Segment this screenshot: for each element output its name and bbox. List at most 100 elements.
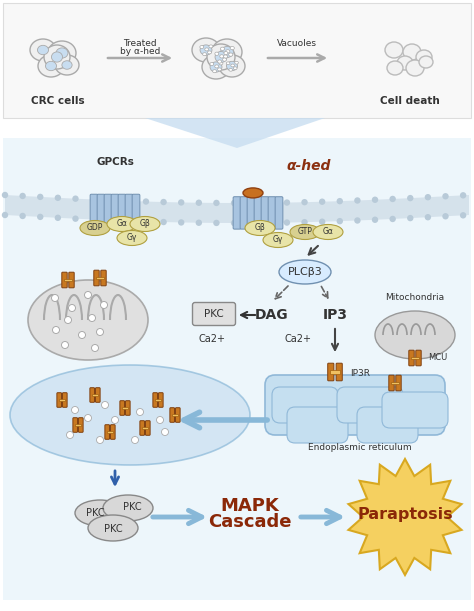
FancyBboxPatch shape bbox=[142, 426, 148, 430]
FancyBboxPatch shape bbox=[140, 421, 145, 435]
Ellipse shape bbox=[210, 62, 214, 65]
Polygon shape bbox=[5, 195, 469, 223]
Ellipse shape bbox=[220, 55, 224, 58]
Circle shape bbox=[37, 214, 44, 220]
Circle shape bbox=[108, 217, 114, 224]
FancyBboxPatch shape bbox=[57, 393, 62, 408]
Circle shape bbox=[19, 213, 26, 219]
Circle shape bbox=[248, 220, 255, 226]
Text: PKC: PKC bbox=[123, 502, 141, 512]
Ellipse shape bbox=[44, 45, 70, 69]
FancyBboxPatch shape bbox=[233, 197, 241, 229]
FancyBboxPatch shape bbox=[75, 423, 81, 426]
FancyBboxPatch shape bbox=[105, 425, 109, 439]
FancyBboxPatch shape bbox=[240, 197, 248, 229]
Text: Gβ: Gβ bbox=[140, 219, 150, 229]
Ellipse shape bbox=[219, 62, 223, 65]
Ellipse shape bbox=[88, 515, 138, 541]
Ellipse shape bbox=[48, 41, 76, 65]
Circle shape bbox=[301, 219, 308, 225]
Text: PKC: PKC bbox=[86, 508, 104, 518]
Circle shape bbox=[53, 326, 60, 334]
Ellipse shape bbox=[385, 42, 403, 58]
Text: Treated: Treated bbox=[123, 39, 157, 48]
Ellipse shape bbox=[103, 495, 153, 521]
Ellipse shape bbox=[28, 280, 148, 360]
Circle shape bbox=[266, 219, 273, 226]
Text: IP3R: IP3R bbox=[350, 368, 370, 378]
Ellipse shape bbox=[117, 230, 147, 246]
FancyBboxPatch shape bbox=[382, 392, 448, 428]
Circle shape bbox=[72, 216, 79, 222]
Circle shape bbox=[248, 200, 255, 206]
Text: IP3: IP3 bbox=[322, 308, 347, 322]
FancyBboxPatch shape bbox=[158, 393, 163, 408]
Text: GTP: GTP bbox=[298, 227, 312, 236]
Text: by α-hed: by α-hed bbox=[120, 47, 160, 56]
Ellipse shape bbox=[222, 58, 227, 61]
Text: Gγ: Gγ bbox=[127, 233, 137, 243]
FancyBboxPatch shape bbox=[125, 194, 133, 227]
FancyBboxPatch shape bbox=[110, 425, 115, 439]
Circle shape bbox=[162, 428, 168, 436]
Ellipse shape bbox=[226, 49, 230, 53]
FancyBboxPatch shape bbox=[107, 431, 113, 433]
Text: Mitochondria: Mitochondria bbox=[385, 293, 445, 302]
Circle shape bbox=[231, 220, 237, 226]
Circle shape bbox=[390, 196, 396, 202]
FancyBboxPatch shape bbox=[118, 194, 126, 227]
FancyBboxPatch shape bbox=[396, 375, 401, 391]
Ellipse shape bbox=[215, 52, 219, 56]
Ellipse shape bbox=[205, 48, 209, 51]
Ellipse shape bbox=[107, 216, 137, 232]
FancyBboxPatch shape bbox=[175, 408, 180, 422]
Circle shape bbox=[337, 198, 343, 204]
Circle shape bbox=[62, 342, 69, 348]
Ellipse shape bbox=[231, 64, 235, 67]
Ellipse shape bbox=[46, 61, 56, 71]
FancyBboxPatch shape bbox=[111, 194, 119, 227]
Text: Cell death: Cell death bbox=[380, 96, 440, 106]
Ellipse shape bbox=[245, 221, 275, 235]
Circle shape bbox=[301, 199, 308, 205]
FancyBboxPatch shape bbox=[73, 418, 78, 433]
FancyBboxPatch shape bbox=[261, 197, 269, 229]
Circle shape bbox=[407, 195, 413, 201]
FancyBboxPatch shape bbox=[275, 197, 283, 229]
Text: DAG: DAG bbox=[255, 308, 289, 322]
FancyBboxPatch shape bbox=[416, 350, 421, 366]
Circle shape bbox=[160, 219, 167, 225]
Text: Vacuoles: Vacuoles bbox=[277, 39, 317, 48]
Ellipse shape bbox=[56, 48, 68, 58]
Circle shape bbox=[111, 417, 118, 423]
FancyBboxPatch shape bbox=[170, 408, 174, 422]
Ellipse shape bbox=[207, 44, 235, 70]
Circle shape bbox=[131, 436, 138, 444]
Ellipse shape bbox=[229, 68, 233, 71]
Ellipse shape bbox=[228, 53, 233, 56]
Ellipse shape bbox=[406, 60, 424, 76]
Ellipse shape bbox=[375, 311, 455, 359]
Circle shape bbox=[354, 197, 361, 203]
Circle shape bbox=[69, 304, 75, 312]
Ellipse shape bbox=[192, 38, 220, 62]
Ellipse shape bbox=[75, 500, 125, 526]
Text: PKC: PKC bbox=[204, 309, 224, 319]
Text: Gα: Gα bbox=[323, 227, 333, 236]
Ellipse shape bbox=[220, 47, 225, 50]
Ellipse shape bbox=[397, 56, 413, 70]
FancyBboxPatch shape bbox=[247, 197, 255, 229]
Ellipse shape bbox=[10, 365, 250, 465]
FancyBboxPatch shape bbox=[90, 388, 94, 402]
Circle shape bbox=[372, 216, 378, 223]
Ellipse shape bbox=[419, 56, 433, 68]
Circle shape bbox=[52, 295, 58, 301]
Circle shape bbox=[97, 329, 103, 335]
Circle shape bbox=[84, 291, 91, 299]
Ellipse shape bbox=[62, 60, 72, 69]
Circle shape bbox=[55, 214, 61, 221]
Circle shape bbox=[213, 200, 219, 206]
Ellipse shape bbox=[220, 46, 233, 57]
Polygon shape bbox=[145, 118, 325, 148]
Ellipse shape bbox=[223, 55, 228, 58]
